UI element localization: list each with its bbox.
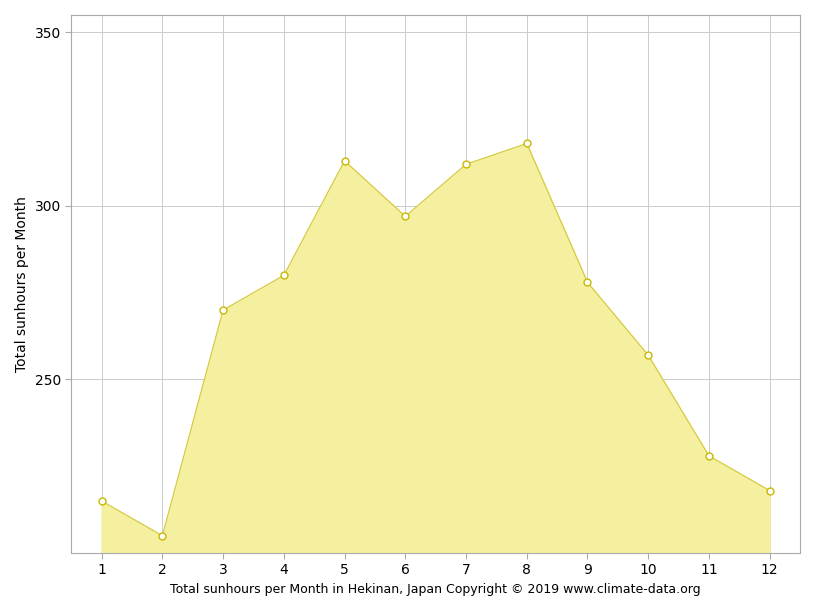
X-axis label: Total sunhours per Month in Hekinan, Japan Copyright © 2019 www.climate-data.org: Total sunhours per Month in Hekinan, Jap… [170, 583, 701, 596]
Y-axis label: Total sunhours per Month: Total sunhours per Month [15, 196, 29, 372]
